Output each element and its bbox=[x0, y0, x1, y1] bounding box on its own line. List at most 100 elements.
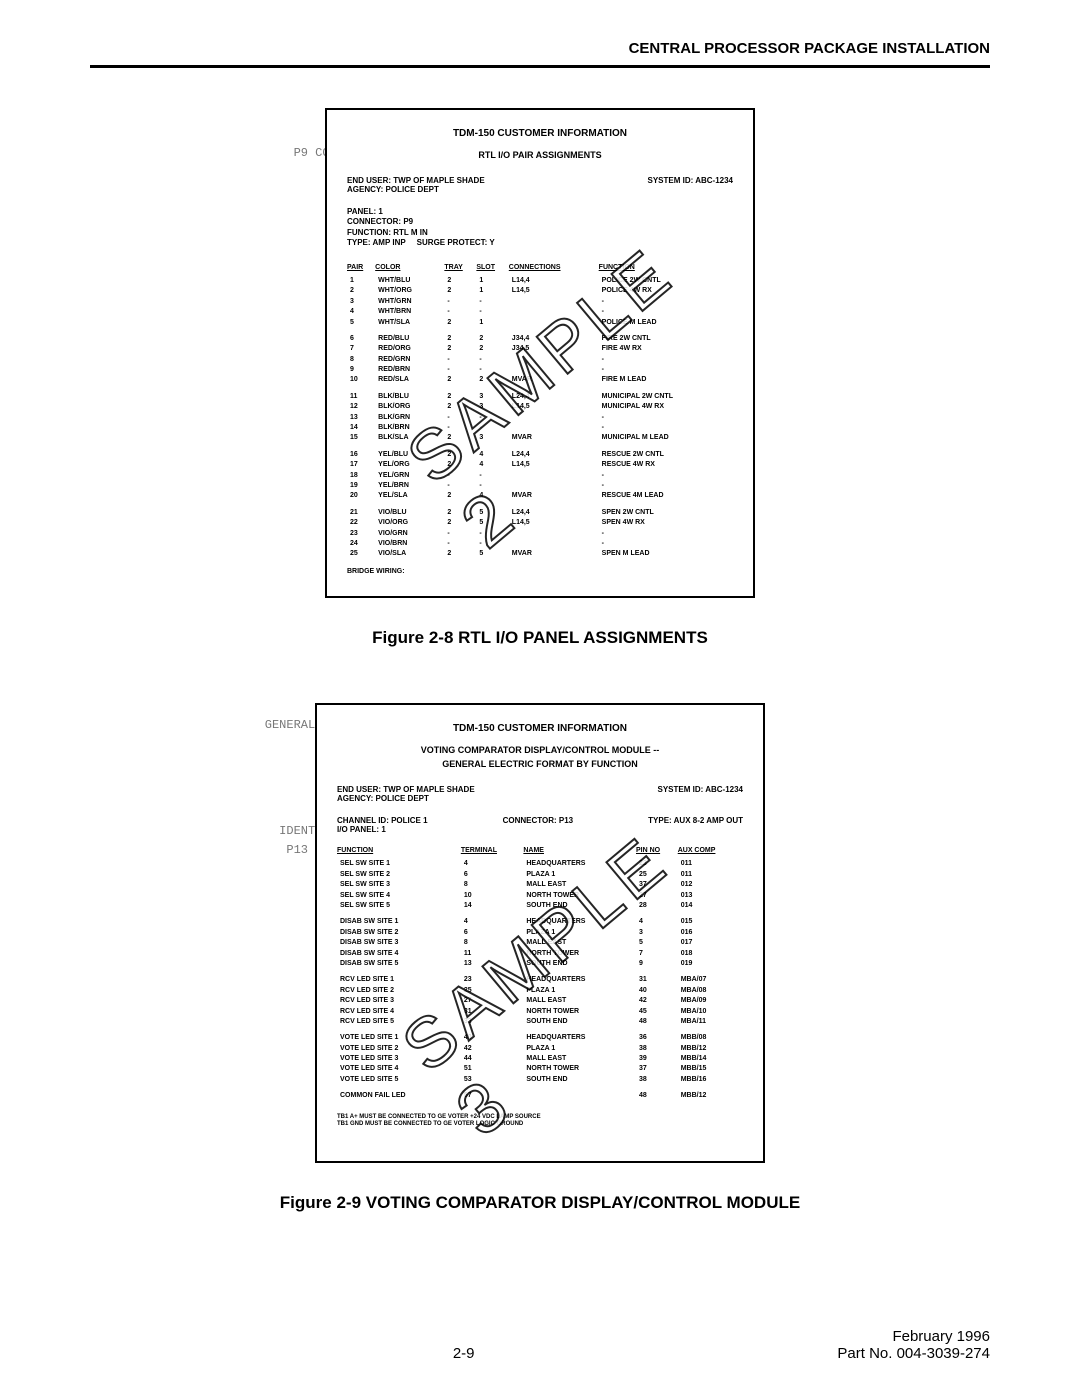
table-cell: 5 bbox=[476, 549, 508, 559]
table-cell: 6 bbox=[347, 334, 375, 344]
table-cell: 2 bbox=[444, 344, 476, 354]
table-cell: 014 bbox=[678, 901, 743, 911]
report2-table: FUNCTIONTERMINALNAMEPIN NOAUX COMP SEL S… bbox=[337, 847, 743, 1102]
table-cell: MBA/07 bbox=[678, 975, 743, 985]
table-cell: VIO/ORG bbox=[375, 518, 444, 528]
report1-subtitle: RTL I/O PAIR ASSIGNMENTS bbox=[347, 150, 733, 161]
table-cell: 013 bbox=[678, 891, 743, 901]
table-cell: HEADQUARTERS bbox=[523, 917, 636, 927]
table-cell: 2 bbox=[444, 491, 476, 501]
table-row: 22VIO/ORG25L14,5SPEN 4W RX bbox=[347, 518, 733, 528]
table-row: 11BLK/BLU23L24,4MUNICIPAL 2W CNTL bbox=[347, 392, 733, 402]
table-cell: 5 bbox=[636, 938, 678, 948]
table-cell: 28 bbox=[636, 901, 678, 911]
table-cell: - bbox=[444, 539, 476, 549]
table-cell: SPEN M LEAD bbox=[599, 549, 733, 559]
table-cell: 2 bbox=[444, 318, 476, 328]
table-cell: VOTE LED SITE 3 bbox=[337, 1054, 461, 1064]
table-cell: SPEN 4W RX bbox=[599, 518, 733, 528]
table-cell: WHT/BLU bbox=[375, 276, 444, 286]
table-cell: 4 bbox=[347, 307, 375, 317]
table-cell: 4 bbox=[476, 491, 508, 501]
table-cell: DISAB SW SITE 1 bbox=[337, 917, 461, 927]
table-cell: 6 bbox=[461, 870, 524, 880]
table-cell: MVAR bbox=[509, 491, 599, 501]
table-row: 9RED/BRN--- bbox=[347, 365, 733, 375]
table-cell: - bbox=[476, 365, 508, 375]
table-row: RCV LED SITE 431NORTH TOWER45MBA/10 bbox=[337, 1007, 743, 1017]
table-cell: 2 bbox=[444, 450, 476, 460]
table-cell: 2 bbox=[444, 460, 476, 470]
table-cell: 18 bbox=[347, 471, 375, 481]
table-cell: 4 bbox=[461, 917, 524, 927]
table-row: RCV LED SITE 327MALL EAST42MBA/09 bbox=[337, 996, 743, 1006]
table-cell: RCV LED SITE 5 bbox=[337, 1017, 461, 1027]
table-cell: MVAR bbox=[509, 433, 599, 443]
table-row: 2WHT/ORG21L14,5POLICE 4W RX bbox=[347, 286, 733, 296]
table-row: 20YEL/SLA24MVARRESCUE 4M LEAD bbox=[347, 491, 733, 501]
table-cell: 7 bbox=[347, 344, 375, 354]
table-cell: 2 bbox=[444, 433, 476, 443]
system-id-block: SYSTEM ID: ABC-1234 bbox=[647, 176, 733, 195]
footer-part-no: Part No. 004-3039-274 bbox=[837, 1345, 990, 1362]
table-cell: - bbox=[476, 423, 508, 433]
table-row: COMMON FAIL LED5748MBB/12 bbox=[337, 1091, 743, 1101]
table-cell: WHT/ORG bbox=[375, 286, 444, 296]
table-cell bbox=[523, 1091, 636, 1101]
table-cell: 2 bbox=[444, 276, 476, 286]
table-cell: 14 bbox=[461, 901, 524, 911]
table-cell: - bbox=[444, 297, 476, 307]
footer-right: February 1996 Part No. 004-3039-274 bbox=[837, 1328, 990, 1362]
table-row: 3WHT/GRN--- bbox=[347, 297, 733, 307]
table-cell: - bbox=[599, 481, 733, 491]
table-cell: - bbox=[444, 471, 476, 481]
report2-title: TDM-150 CUSTOMER INFORMATION bbox=[337, 723, 743, 735]
table-cell: MBA/08 bbox=[678, 986, 743, 996]
table-cell: 16 bbox=[347, 450, 375, 460]
table-cell: RESCUE 4W RX bbox=[599, 460, 733, 470]
table-cell: 019 bbox=[678, 959, 743, 969]
table-row: 12BLK/ORG23L14,5MUNICIPAL 4W RX bbox=[347, 402, 733, 412]
report1-table: PAIRCOLORTRAYSLOTCONNECTIONSFUNCTION 1WH… bbox=[347, 264, 733, 560]
table-cell: - bbox=[599, 471, 733, 481]
table-cell: BLK/BLU bbox=[375, 392, 444, 402]
table-cell: 23 bbox=[461, 975, 524, 985]
footer-page-number: 2-9 bbox=[90, 1345, 837, 1362]
report1-title: TDM-150 CUSTOMER INFORMATION bbox=[347, 128, 733, 140]
table-row: 21VIO/BLU25L24,4SPEN 2W CNTL bbox=[347, 508, 733, 518]
table-cell: 44 bbox=[461, 1054, 524, 1064]
figure1-caption: Figure 2-8 RTL I/O PANEL ASSIGNMENTS bbox=[90, 628, 990, 648]
table-cell: 36 bbox=[636, 1033, 678, 1043]
table-row: SEL SW SITE 38MALL EAST37012 bbox=[337, 880, 743, 890]
table-cell: 2 bbox=[444, 375, 476, 385]
table-cell bbox=[509, 307, 599, 317]
table-cell: MUNICIPAL 4W RX bbox=[599, 402, 733, 412]
table-cell: RED/ORG bbox=[375, 344, 444, 354]
table-cell: - bbox=[476, 529, 508, 539]
end-user-block: END USER: TWP OF MAPLE SHADE AGENCY: POL… bbox=[347, 176, 485, 195]
table-row: DISAB SW SITE 513SOUTH END9019 bbox=[337, 959, 743, 969]
table-cell: SEL SW SITE 5 bbox=[337, 901, 461, 911]
table-cell: 24 bbox=[347, 539, 375, 549]
figure-1-block: P9 CONNECTOR REPORT TDM-150 CUSTOMER INF… bbox=[90, 108, 990, 598]
table-row: 16YEL/BLU24L24,4RESCUE 2W CNTL bbox=[347, 450, 733, 460]
table-cell: MBB/08 bbox=[678, 1033, 743, 1043]
table-row: DISAB SW SITE 26PLAZA 13016 bbox=[337, 928, 743, 938]
table-cell: 38 bbox=[636, 1075, 678, 1085]
table-cell: J34,4 bbox=[509, 334, 599, 344]
table-cell: 8 bbox=[461, 880, 524, 890]
table-cell: VOTE LED SITE 4 bbox=[337, 1064, 461, 1074]
table-cell bbox=[509, 481, 599, 491]
table-cell: WHT/SLA bbox=[375, 318, 444, 328]
table-header: SLOT bbox=[476, 264, 508, 276]
table-cell: DISAB SW SITE 5 bbox=[337, 959, 461, 969]
report1-meta-row: END USER: TWP OF MAPLE SHADE AGENCY: POL… bbox=[347, 176, 733, 195]
table-header: TERMINAL bbox=[461, 847, 524, 859]
table-cell: 48 bbox=[636, 1091, 678, 1101]
table-cell: 25 bbox=[461, 986, 524, 996]
table-cell: 9 bbox=[636, 959, 678, 969]
table-row: SEL SW SITE 14HEADQUARTERS23011 bbox=[337, 859, 743, 869]
table-cell: 8 bbox=[461, 938, 524, 948]
table-header: AUX COMP bbox=[678, 847, 743, 859]
table-cell: - bbox=[444, 529, 476, 539]
